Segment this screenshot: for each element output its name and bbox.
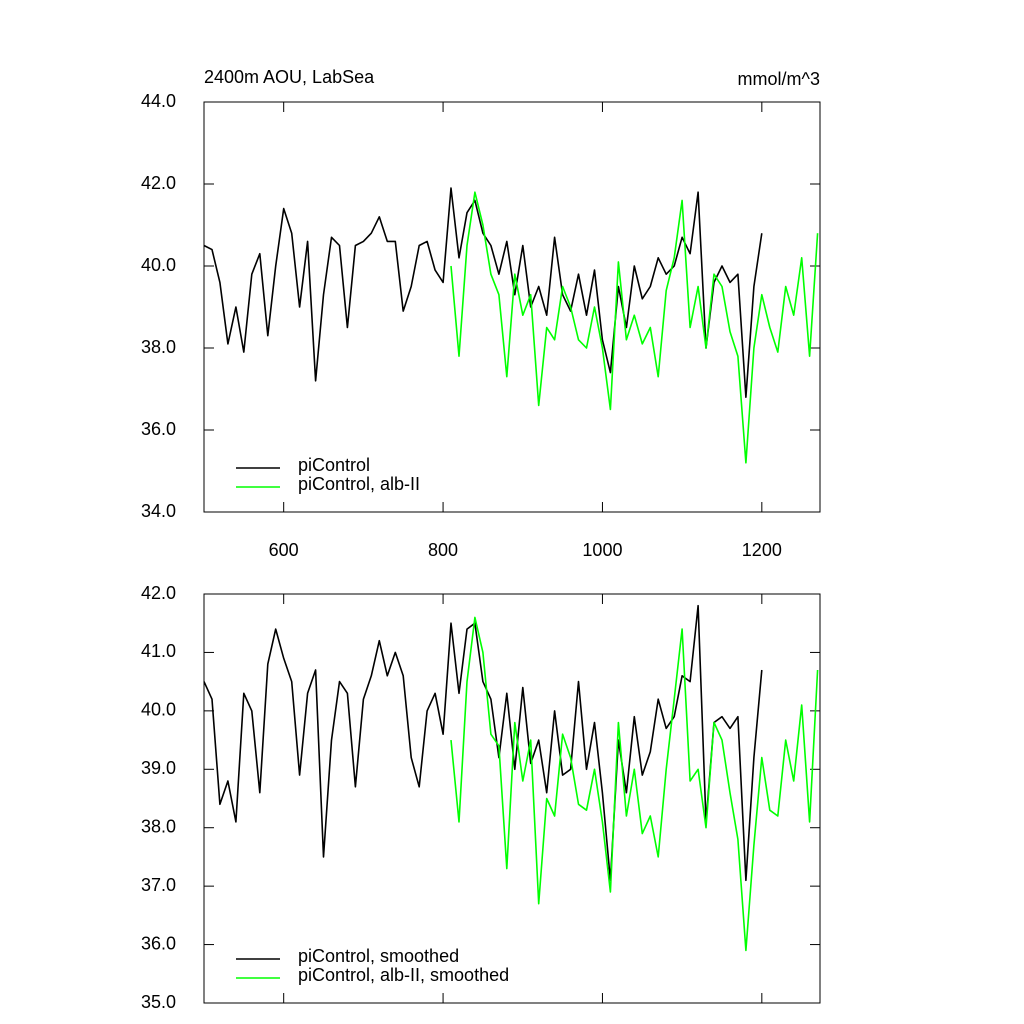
legend-label: piControl, smoothed xyxy=(298,946,459,966)
series-line xyxy=(450,191,819,464)
y-tick-label: 35.0 xyxy=(141,992,176,1012)
legend-label: piControl, alb-II xyxy=(298,474,420,494)
x-tick-label: 1200 xyxy=(742,540,782,560)
y-tick-label: 38.0 xyxy=(141,816,176,836)
y-tick-label: 34.0 xyxy=(141,501,176,521)
x-tick-label: 800 xyxy=(428,540,458,560)
y-tick-label: 40.0 xyxy=(141,700,176,720)
chart-title: 2400m AOU, LabSea xyxy=(204,67,375,87)
series-line xyxy=(203,187,763,398)
legend-label: piControl, alb-II, smoothed xyxy=(298,965,509,985)
plot-frame xyxy=(203,101,821,513)
series-line xyxy=(203,604,763,882)
plot-frame xyxy=(203,593,821,1004)
x-tick-label: 600 xyxy=(269,540,299,560)
y-tick-label: 40.0 xyxy=(141,255,176,275)
y-tick-label: 38.0 xyxy=(141,337,176,357)
y-tick-label: 44.0 xyxy=(141,91,176,111)
x-tick-label: 1000 xyxy=(582,540,622,560)
y-tick-label: 41.0 xyxy=(141,641,176,661)
legend-label: piControl xyxy=(298,455,370,475)
y-tick-label: 42.0 xyxy=(141,173,176,193)
y-tick-label: 36.0 xyxy=(141,419,176,439)
series-line xyxy=(450,616,819,952)
y-tick-label: 36.0 xyxy=(141,933,176,953)
units-label: mmol/m^3 xyxy=(738,69,820,89)
y-tick-label: 42.0 xyxy=(141,583,176,603)
y-tick-label: 37.0 xyxy=(141,875,176,895)
y-tick-label: 39.0 xyxy=(141,758,176,778)
